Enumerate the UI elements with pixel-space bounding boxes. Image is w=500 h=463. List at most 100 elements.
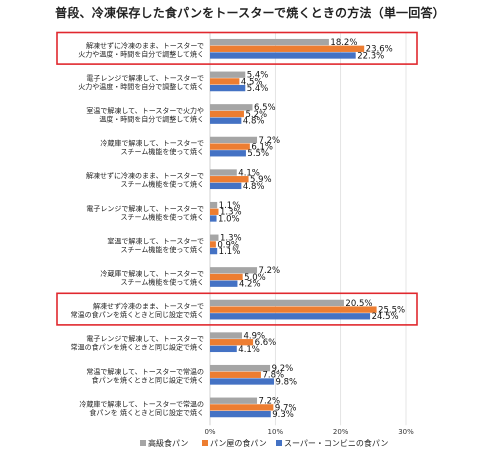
bar (210, 45, 365, 52)
category-label: 火力や温度・時間を自分で調整して焼く (78, 82, 204, 91)
bar (210, 267, 258, 274)
bar (210, 404, 274, 411)
data-label: 6.5% (254, 103, 276, 113)
data-label: 4.1% (238, 345, 260, 355)
data-label: 6.1% (251, 142, 273, 152)
bar (210, 371, 261, 378)
data-label: 5.0% (244, 273, 266, 283)
bar (210, 208, 219, 215)
category-label: スチーム機能を使って焼く (121, 245, 204, 254)
category-label: 解凍せずに冷凍のまま、トースターで (86, 41, 204, 50)
bar (210, 313, 371, 320)
bar (210, 84, 246, 92)
bar (210, 241, 216, 248)
data-label: 5.2% (245, 110, 267, 120)
bar (210, 364, 271, 372)
bar (210, 71, 246, 78)
legend-swatch (140, 440, 146, 446)
data-label: 1.3% (220, 234, 242, 244)
data-label: 5.9% (250, 175, 272, 185)
data-label: 9.8% (276, 377, 298, 387)
bar (210, 201, 218, 209)
x-tick-label: 20% (333, 428, 349, 436)
bar (210, 397, 258, 404)
data-label: 4.8% (243, 117, 265, 127)
chart-title: 普段、冷凍保存した食パンをトースターで焼くときの方法（単一回答） (55, 6, 445, 20)
category-label: 常温で解凍して、トースターで常温の (86, 367, 204, 376)
x-tick-label: 10% (268, 428, 284, 436)
data-label: 23.6% (366, 45, 393, 55)
category-label: 火力や温度・時間を自分で調整して焼く (78, 49, 204, 58)
data-label: 4.5% (241, 77, 263, 87)
category-label: 食パンを焼くときと同じ設定で焼く (92, 375, 204, 384)
highlight-box (56, 292, 418, 326)
bar (210, 150, 246, 157)
data-label: 9.2% (272, 364, 294, 374)
category-label: 解凍せず冷凍のまま、トースターで (93, 302, 204, 311)
category-label: 冷蔵庫で解凍して、トースターで常温の (79, 399, 204, 408)
category-label: 電子レンジで解凍して、トースターで (86, 204, 204, 213)
category-label: 室温で解凍して、トースターで (107, 236, 204, 245)
category-label: スチーム機能を使って焼く (121, 180, 204, 189)
category-label: 解凍せずに冷凍のまま、トースターで (86, 171, 204, 180)
data-label: 1.3% (220, 208, 242, 218)
bar (210, 169, 237, 176)
data-label: 20.5% (345, 299, 372, 309)
data-label: 7.8% (262, 371, 284, 381)
data-label: 4.2% (239, 280, 261, 290)
data-label: 9.3% (272, 410, 294, 420)
data-label: 25.5% (378, 305, 405, 315)
category-label: スチーム機能を使って焼く (121, 147, 204, 156)
data-label: 22.3% (357, 51, 384, 61)
data-label: 5.4% (247, 84, 269, 94)
data-label: 6.6% (255, 338, 277, 348)
x-tick-label: 30% (398, 428, 414, 436)
category-label: 温度・時間を自分で調整して焼く (99, 115, 204, 124)
category-label: 室温で解凍して、トースターで火力や (86, 106, 204, 115)
bar (210, 143, 250, 150)
data-label: 7.2% (259, 266, 281, 276)
bar (210, 299, 344, 307)
category-label: 冷蔵庫で解凍して、トースターで (100, 269, 204, 278)
data-label: 24.5% (372, 312, 399, 322)
category-label: 冷蔵庫で解凍して、トースターで (100, 139, 204, 148)
bar (210, 345, 237, 353)
legend-label: スーパー・コンビニの食パン (284, 438, 388, 448)
bar (210, 38, 329, 46)
bar (210, 136, 258, 144)
bar (210, 306, 377, 313)
bar (210, 182, 242, 190)
data-label: 7.2% (259, 136, 281, 146)
legend-swatch (202, 440, 208, 446)
bar (210, 215, 217, 222)
data-label: 1.1% (219, 247, 241, 257)
data-label: 4.1% (238, 168, 260, 178)
category-label: 食パンを 焼くときと同じ設定で焼く (89, 408, 204, 417)
legend-swatch (276, 440, 282, 446)
bar (210, 378, 275, 385)
category-label: 常温の食パンを焼くときと同じ設定で焼く (71, 343, 204, 352)
category-label: 常温の食パンを焼くときと同じ設定で焼く (71, 310, 204, 319)
bar (210, 247, 218, 255)
bar (210, 104, 253, 111)
category-label: スチーム機能を使って焼く (121, 212, 204, 221)
category-label: スチーム機能を使って焼く (121, 278, 204, 287)
bar (210, 234, 219, 241)
bar (210, 52, 356, 59)
data-label: 5.4% (247, 71, 269, 81)
data-label: 9.7% (275, 403, 297, 413)
x-tick-label: 0% (204, 428, 215, 436)
bar (210, 280, 238, 287)
category-label: 電子レンジで解凍して、トースターで (86, 334, 204, 343)
bar (210, 332, 243, 339)
data-label: 4.9% (244, 331, 266, 341)
legend-label: 高級食パン (148, 438, 188, 448)
bar (210, 117, 242, 124)
bar (210, 110, 244, 118)
data-label: 5.5% (247, 149, 269, 159)
legend-label: パン屋の食パン (210, 438, 267, 448)
bar (210, 410, 271, 418)
highlight-box (56, 31, 418, 65)
data-label: 18.2% (330, 38, 357, 48)
